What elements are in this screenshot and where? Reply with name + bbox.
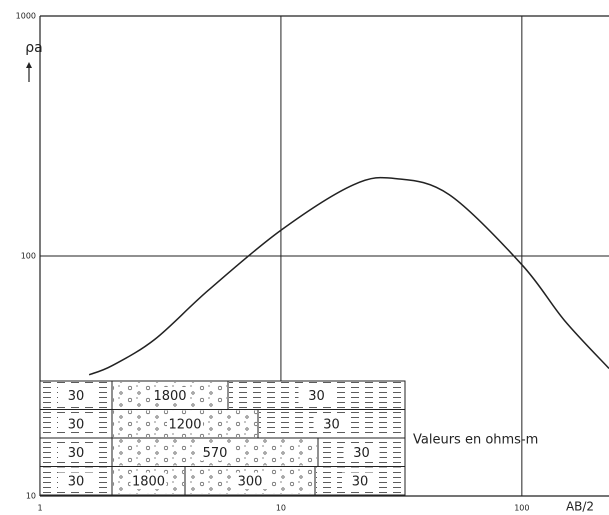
x-tick-label: 10 [276,504,286,513]
layer-value: 30 [68,474,85,489]
layer-value: 30 [68,417,85,432]
y-tick-label: 1000 [16,12,36,21]
layer-value: 30 [323,417,340,432]
x-axis-label: AB/2 [566,500,594,514]
chart: ρa AB/2 Valeurs en ohms-m 10100100011010… [0,0,609,515]
section-note: Valeurs en ohms-m [413,433,538,448]
x-tick-label: 100 [514,504,529,513]
y-arrow-head [26,62,32,68]
layer-value: 30 [68,446,85,461]
y-tick-label: 100 [21,252,36,261]
layer-value: 1800 [153,389,186,404]
layer-value: 30 [308,389,325,404]
layer-value: 1800 [132,474,165,489]
curve [89,178,609,375]
x-tick-label: 1 [37,504,42,513]
layer-value: 30 [352,474,369,489]
layer-value: 1200 [168,417,201,432]
layer-value: 30 [353,446,370,461]
layer-value: 300 [238,474,263,489]
layer-value: 30 [68,389,85,404]
y-tick-label: 10 [26,492,36,501]
layer-value: 570 [203,446,228,461]
